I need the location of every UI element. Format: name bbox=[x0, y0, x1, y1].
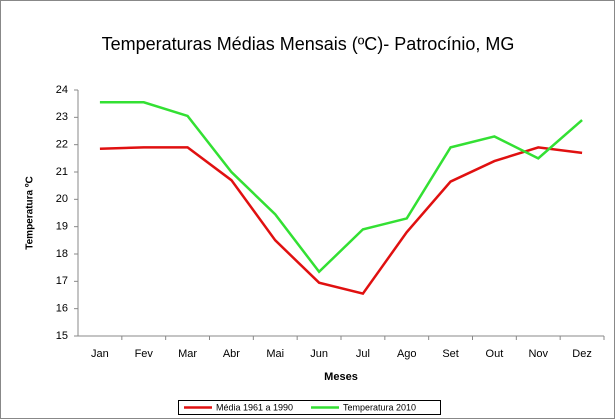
y-tick-label: 16 bbox=[56, 303, 68, 315]
y-tick-label: 15 bbox=[56, 330, 68, 342]
legend-label: Temperatura 2010 bbox=[343, 402, 416, 412]
y-tick-label: 19 bbox=[56, 221, 68, 233]
line-series bbox=[99, 101, 583, 274]
y-tick-label: 23 bbox=[56, 111, 68, 123]
legend-label: Média 1961 a 1990 bbox=[216, 402, 293, 412]
legend bbox=[178, 400, 441, 415]
y-tick-label: 24 bbox=[56, 84, 68, 96]
x-tick-label: Ago bbox=[397, 348, 417, 360]
x-tick-label: Jan bbox=[91, 348, 109, 360]
x-tick-label: Out bbox=[486, 348, 504, 360]
y-tick-label: 21 bbox=[56, 166, 68, 178]
x-axis-label: Meses bbox=[324, 371, 358, 383]
chart-title: Temperaturas Médias Mensais (ºC)- Patroc… bbox=[102, 34, 515, 54]
x-tick-label: Nov bbox=[528, 348, 548, 360]
y-tick-label: 18 bbox=[56, 248, 68, 260]
x-tick-label: Dez bbox=[572, 348, 592, 360]
y-tick-label: 20 bbox=[56, 193, 68, 205]
y-tick-label: 22 bbox=[56, 139, 68, 151]
y-axis-label: Temperatura ºC bbox=[25, 176, 36, 250]
line-series bbox=[99, 146, 583, 296]
x-tick-label: Mai bbox=[266, 348, 284, 360]
x-tick-label: Mar bbox=[178, 348, 197, 360]
x-tick-label: Set bbox=[442, 348, 459, 360]
x-tick-label: Jul bbox=[356, 348, 370, 360]
x-tick-label: Abr bbox=[223, 348, 240, 360]
y-tick-label: 17 bbox=[56, 275, 68, 287]
x-tick-label: Fev bbox=[135, 348, 154, 360]
x-tick-label: Jun bbox=[310, 348, 328, 360]
